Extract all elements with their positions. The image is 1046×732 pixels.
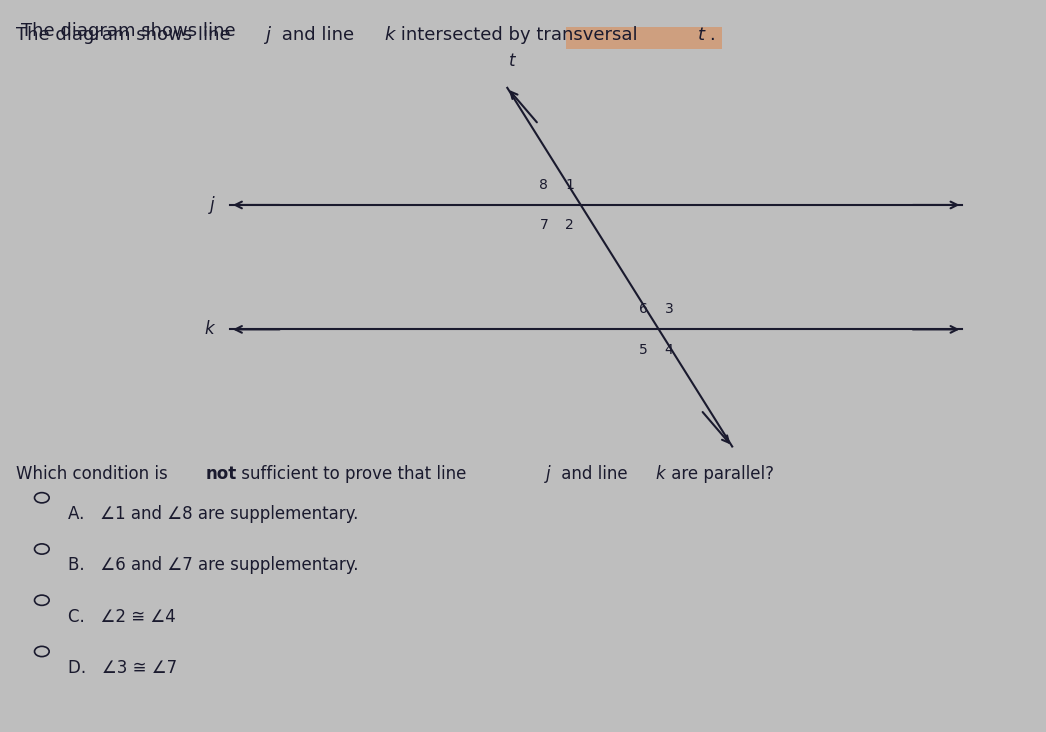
Text: A.   ∠1 and ∠8 are supplementary.: A. ∠1 and ∠8 are supplementary. <box>68 505 359 523</box>
Text: k: k <box>656 465 665 483</box>
Text: k: k <box>205 321 214 338</box>
Text: 2: 2 <box>565 218 574 232</box>
Text: .: . <box>709 26 714 44</box>
Text: 6: 6 <box>639 302 647 316</box>
Text: are parallel?: are parallel? <box>665 465 774 483</box>
Text: The diagram shows line: The diagram shows line <box>21 22 242 40</box>
Text: not: not <box>206 465 237 483</box>
Text: 8: 8 <box>540 178 548 192</box>
Text: and line: and line <box>555 465 633 483</box>
Text: 7: 7 <box>540 218 548 232</box>
Text: intersected by transversal: intersected by transversal <box>394 26 643 44</box>
Text: t: t <box>698 26 705 44</box>
Text: and line: and line <box>276 26 360 44</box>
Text: The diagram shows line: The diagram shows line <box>16 26 236 44</box>
Text: 4: 4 <box>664 343 674 356</box>
Text: 3: 3 <box>664 302 674 316</box>
Text: j: j <box>546 465 550 483</box>
Text: t: t <box>509 51 516 70</box>
Text: sufficient to prove that line: sufficient to prove that line <box>235 465 472 483</box>
Text: k: k <box>384 26 394 44</box>
Text: j: j <box>265 26 270 44</box>
Text: 1: 1 <box>565 178 574 192</box>
Text: D.   ∠3 ≅ ∠7: D. ∠3 ≅ ∠7 <box>68 659 177 677</box>
Text: C.   ∠2 ≅ ∠4: C. ∠2 ≅ ∠4 <box>68 608 176 626</box>
Text: 5: 5 <box>639 343 647 356</box>
Text: Which condition is: Which condition is <box>16 465 173 483</box>
Text: j: j <box>210 196 214 214</box>
Text: B.   ∠6 and ∠7 are supplementary.: B. ∠6 and ∠7 are supplementary. <box>68 556 359 575</box>
